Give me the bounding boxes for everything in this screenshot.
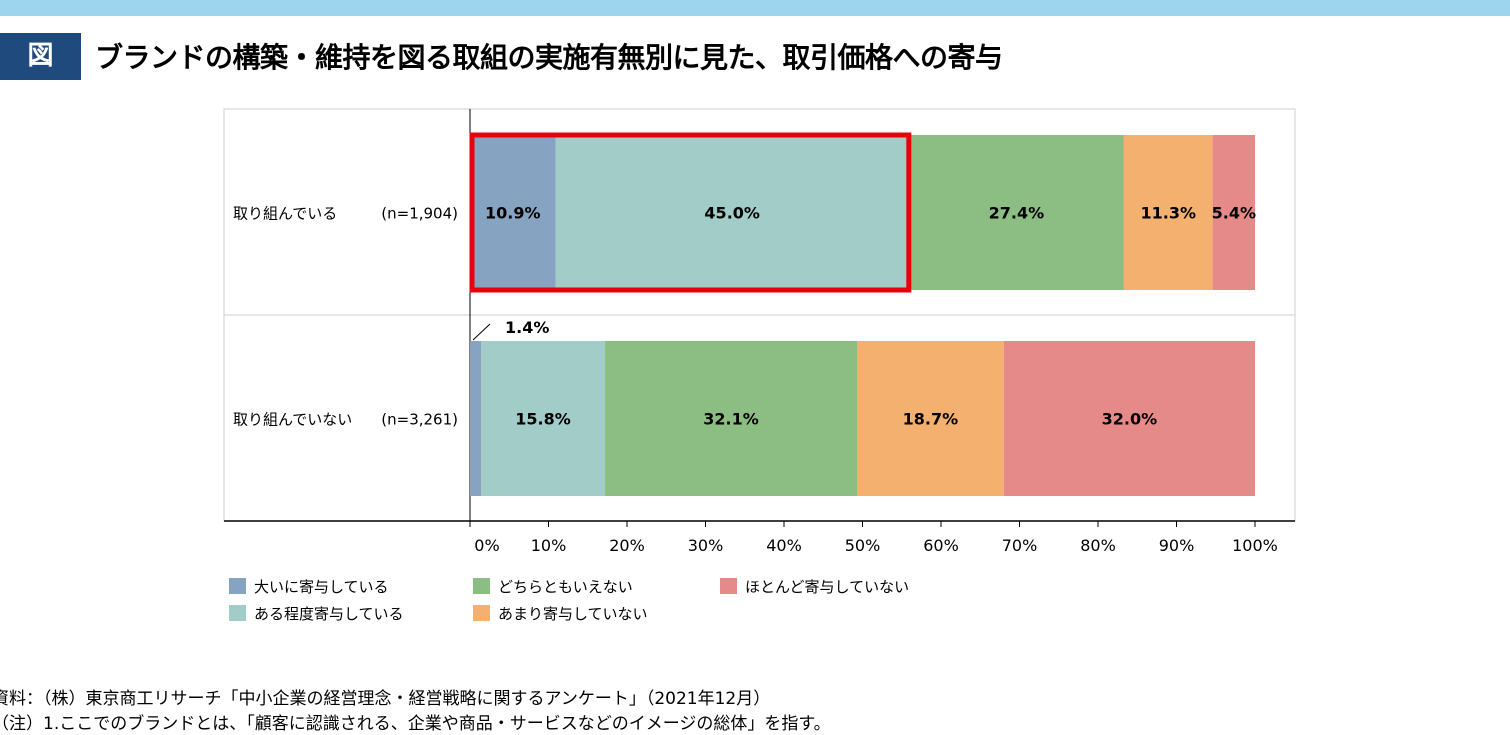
legend-label: ある程度寄与している [254,605,404,623]
data-label: 15.8% [515,410,571,429]
category-n: (n=1,904) [381,205,458,223]
bar-segment [1123,135,1213,290]
category-label: 取り組んでいない [233,411,352,429]
bar-segment [470,135,556,290]
category-n: (n=3,261) [381,411,458,429]
legend-label: ほとんど寄与していない [745,578,909,596]
data-label: 32.1% [703,410,759,429]
footnote: （注）1.ここでのブランドとは、「顧客に認識される、企業や商品・サービスなどのイ… [0,714,831,734]
category-label: 取り組んでいる [233,205,337,223]
legend-swatch [229,605,246,621]
x-tick-label: 100% [1232,536,1278,555]
x-tick-label: 40% [766,536,802,555]
data-label: 5.4% [1212,204,1256,223]
bar-segment [555,135,909,290]
legend-swatch [473,605,490,621]
bar-segment [470,341,481,496]
data-label: 11.3% [1140,204,1196,223]
data-label: 18.7% [903,410,959,429]
x-tick-label: 0% [474,536,499,555]
data-label: 45.0% [704,204,760,223]
x-tick-label: 20% [609,536,645,555]
legend-swatch [229,578,246,594]
legend-swatch [720,578,737,594]
top-bar [0,0,1510,16]
data-label: 32.0% [1102,410,1158,429]
legend-label: 大いに寄与している [254,578,389,596]
x-tick-label: 70% [1002,536,1038,555]
source-note: 資料：（株）東京商工リサーチ「中小企業の経営理念・経営戦略に関するアンケート」（… [0,689,771,709]
bar-segment [908,135,1124,290]
highlight-box [469,132,912,293]
legend-swatch [473,578,490,594]
bar-segment [1003,341,1255,496]
leader-line [472,323,491,341]
figure-badge: 図 [0,33,81,80]
page-title: ブランドの構築・維持を図る取組の実施有無別に見た、取引価格への寄与 [95,41,1003,74]
data-label: 1.4% [505,318,549,337]
bar-segment [857,341,1004,496]
x-tick-label: 10% [531,536,567,555]
x-tick-label: 90% [1159,536,1195,555]
x-tick-label: 80% [1080,536,1116,555]
legend-label: どちらともいえない [498,578,633,596]
bar-segment [480,341,606,496]
x-tick-label: 60% [923,536,959,555]
x-tick-label: 30% [688,536,724,555]
bar-segment [605,341,858,496]
bar-segment [1212,135,1255,290]
data-label: 27.4% [989,204,1045,223]
data-label: 10.9% [485,204,541,223]
x-tick-label: 50% [845,536,881,555]
legend-label: あまり寄与していない [498,605,648,623]
